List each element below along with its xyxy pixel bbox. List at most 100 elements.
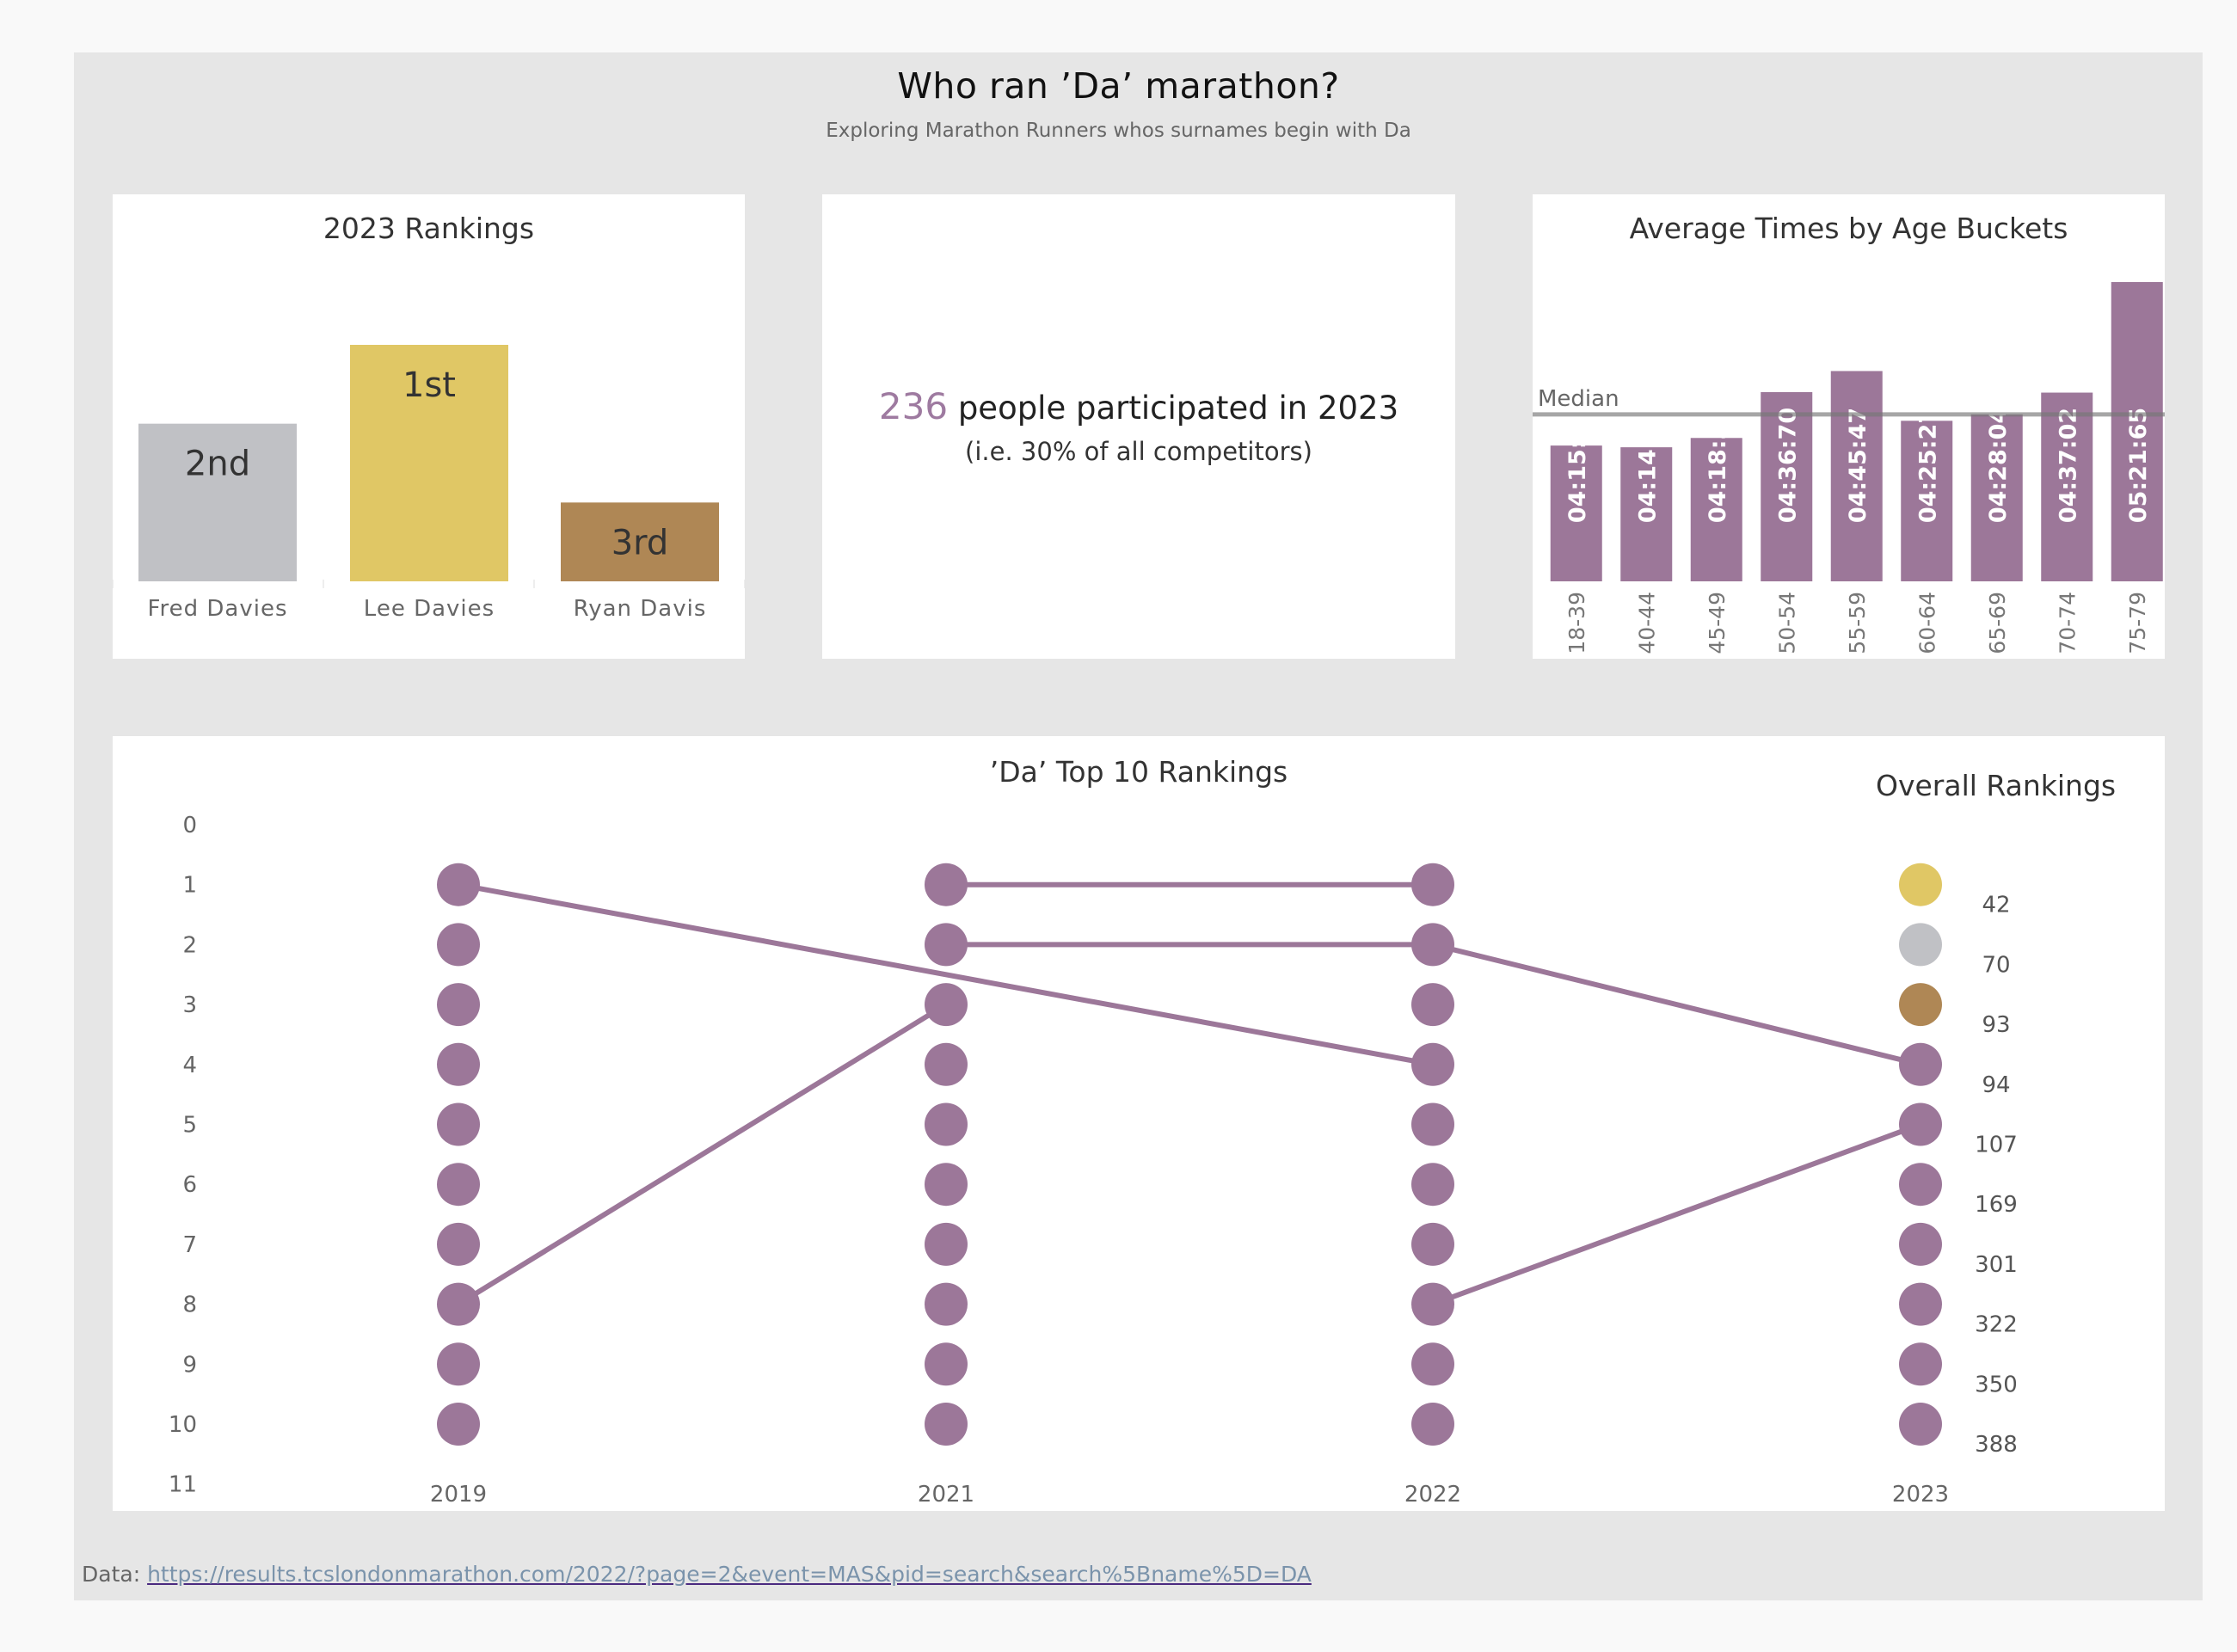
age-bucket-label: 50-54 [1774,592,1799,654]
rank-axis-tick: 0 [182,813,197,838]
age-bar-45-49 [1690,438,1742,581]
rank-axis-tick: 8 [182,1293,197,1318]
rank-dot-2021-3 [925,983,968,1027]
rank-dot-2023-6 [1899,1163,1942,1207]
rank-dot-2021-2 [925,923,968,967]
rank-dot-2023-10 [1899,1403,1942,1446]
rank-dot-2019-6 [437,1163,480,1207]
overall-ranking-value: 94 [1982,1072,2010,1098]
year-axis-label: 2023 [1892,1482,1949,1508]
overall-ranking-value: 93 [1982,1012,2010,1038]
age-bar-40-44 [1620,447,1673,581]
rank-dot-2019-2 [437,923,480,967]
age-bucket-label: 45-49 [1705,592,1730,654]
rank-dot-2022-2 [1411,923,1454,967]
rankings-2023-panel: 2023 Rankings 2nd Fred Davies 1st Lee Davie… [113,194,745,659]
age-bar-value-label: 04:15:25 [1564,408,1591,523]
age-bucket-label: 40-44 [1634,592,1659,654]
participants-text: people participated in 2023 [957,390,1399,427]
podium-chart: 2nd Fred Davies 1st Lee Davies 3rd Ryan Davis [113,345,745,622]
rank-dot-2021-1 [925,863,968,906]
rank-dot-2019-3 [437,983,480,1027]
rank-axis-tick: 9 [182,1352,197,1378]
rank-dot-2023-9 [1899,1342,1942,1386]
rank-dot-2019-9 [437,1342,480,1386]
rank-dot-2022-1 [1411,863,1454,906]
overall-ranking-value: 107 [1975,1133,2018,1158]
rank-dot-2019-10 [437,1403,480,1446]
age-bar-55-59 [1830,371,1883,581]
rank-axis-tick: 11 [169,1472,197,1498]
age-bar-65-69 [1970,414,2023,581]
podium-bar-2 [561,502,719,581]
age-bar-60-64 [1901,421,1953,581]
age-bucket-label: 60-64 [1914,592,1939,654]
rank-dot-2022-3 [1411,983,1454,1027]
bump-line-runner-a [458,881,1434,1067]
rank-axis-tick: 10 [169,1412,197,1438]
year-axis-label: 2021 [918,1482,974,1508]
rank-dot-2022-7 [1411,1222,1454,1266]
age-bucket-label: 55-59 [1845,592,1870,654]
overall-ranking-value: 322 [1975,1312,2018,1338]
top10-title: ’Da’ Top 10 Rankings [989,755,1288,789]
age-bar-50-54 [1761,391,1813,581]
overall-rankings-title: Overall Rankings [1876,769,2117,802]
age-bar-value-label: 04:18:31 [1705,408,1731,523]
avg-times-panel: Average Times by Age Buckets 04:15:25 18-… [1533,194,2165,659]
dashboard-title: Who ran ’Da’ marathon? [897,65,1340,107]
avg-times-chart: 04:15:25 18-39 04:14:39 40-44 04:18:31 45-49 0… [1533,282,2165,654]
age-bar-value-label: 04:25:27 [1914,408,1941,523]
podium-rank-label: 1st [403,365,456,405]
overall-ranking-value: 388 [1975,1432,2018,1458]
rank-dot-2019-1 [437,863,480,906]
rank-dot-2023-5 [1899,1102,1942,1146]
rank-dot-2019-4 [437,1042,480,1086]
rank-dot-2019-7 [437,1222,480,1266]
age-bar-value-label: 04:36:70 [1774,408,1801,523]
rank-dot-2021-5 [925,1102,968,1146]
age-bar-value-label: 04:45:47 [1845,408,1871,523]
podium-rank-label: 3rd [611,523,669,562]
overall-ranking-value: 301 [1975,1252,2018,1278]
age-bar-value-label: 04:14:39 [1634,408,1661,523]
data-source-link[interactable]: https://results.tcslondonmarathon.com/20… [147,1562,1312,1587]
bump-chart: 0 1 2 3 4 5 6 7 8 9 10 11 2019 2021 2022 2023 42 70 93 94 10… [169,813,2018,1508]
participants-subtext: (i.e. 30% of all competitors) [965,437,1312,466]
rank-dot-2019-8 [437,1282,480,1326]
rank-dot-2022-8 [1411,1282,1454,1326]
rank-dot-2023-1 [1899,863,1942,906]
rank-dot-2023-4 [1899,1042,1942,1086]
top10-panel: ’Da’ Top 10 Rankings Overall Rankings 0 1… [113,736,2165,1511]
rankings-2023-title: 2023 Rankings [323,212,535,245]
rank-dot-2021-4 [925,1042,968,1086]
rank-dot-2021-9 [925,1342,968,1386]
overall-ranking-value: 169 [1975,1192,2018,1218]
rank-dot-2023-8 [1899,1282,1942,1326]
rank-dot-2022-4 [1411,1042,1454,1086]
age-bucket-label: 65-69 [1985,592,2010,654]
rank-axis-tick: 2 [182,932,197,958]
bump-line-runner-b [457,1002,948,1307]
age-bucket-label: 18-39 [1564,592,1589,654]
age-bucket-label: 75-79 [2125,592,2150,654]
podium-bar-1 [350,345,508,581]
rank-axis-tick: 7 [182,1232,197,1258]
rank-axis-tick: 5 [182,1113,197,1139]
rank-dot-2021-10 [925,1403,968,1446]
rank-dot-2023-3 [1899,983,1942,1027]
year-axis-label: 2022 [1404,1482,1461,1508]
overall-ranking-value: 350 [1975,1372,2018,1397]
rank-dot-2022-10 [1411,1403,1454,1446]
rank-dot-2022-6 [1411,1163,1454,1207]
rank-dot-2021-7 [925,1222,968,1266]
age-bucket-label: 70-74 [2055,592,2080,654]
podium-rank-label: 2nd [185,445,250,484]
age-bar-value-label: 04:28:04 [1985,408,2012,523]
rank-dot-2021-6 [925,1163,968,1207]
overall-ranking-value: 42 [1982,893,2010,918]
avg-times-title: Average Times by Age Buckets [1629,212,2068,245]
rank-axis-tick: 6 [182,1172,197,1198]
bump-line-runner-e [1431,1121,1922,1307]
rank-dot-2019-5 [437,1102,480,1146]
